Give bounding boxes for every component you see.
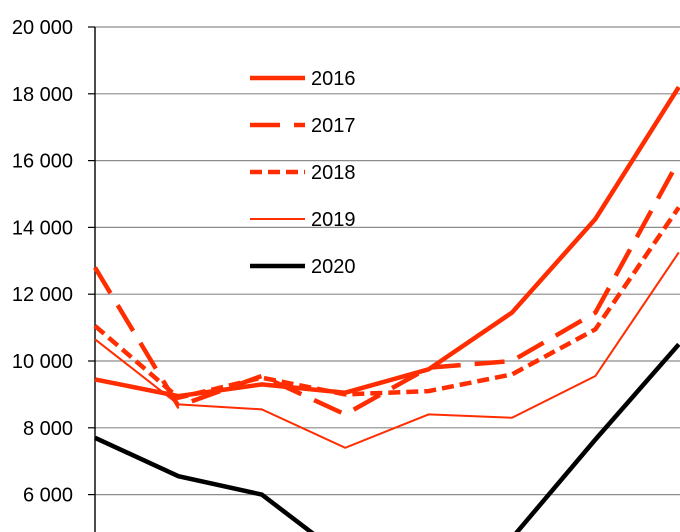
y-tick-label: 10 000 xyxy=(12,351,73,373)
y-tick-label: 16 000 xyxy=(12,151,73,173)
legend-label-2020: 2020 xyxy=(311,256,356,278)
y-axis: 6 000 8 000 10 000 12 000 14 000 16 000 18 000… xyxy=(12,17,96,532)
series-lines xyxy=(93,85,680,532)
grid-lines xyxy=(95,26,680,496)
y-tick-label: 18 000 xyxy=(12,84,73,106)
legend-label-2016: 2016 xyxy=(311,68,356,90)
y-tick-label: 20 000 xyxy=(12,17,73,39)
y-tick-label: 8 000 xyxy=(23,418,73,440)
legend: 2016 2017 2018 2019 2020 xyxy=(250,68,356,278)
series-line-2016 xyxy=(94,85,680,399)
series-line-2020 xyxy=(94,342,680,532)
y-tick-label: 14 000 xyxy=(12,217,73,239)
y-tick-label: 6 000 xyxy=(23,485,73,507)
series-line-2017 xyxy=(93,159,680,417)
y-tick-label: 12 000 xyxy=(12,284,73,306)
series-line-2019 xyxy=(94,251,680,449)
legend-label-2019: 2019 xyxy=(311,209,356,231)
legend-label-2017: 2017 xyxy=(311,115,356,137)
legend-label-2018: 2018 xyxy=(311,162,356,184)
series-line-2018 xyxy=(93,206,680,401)
